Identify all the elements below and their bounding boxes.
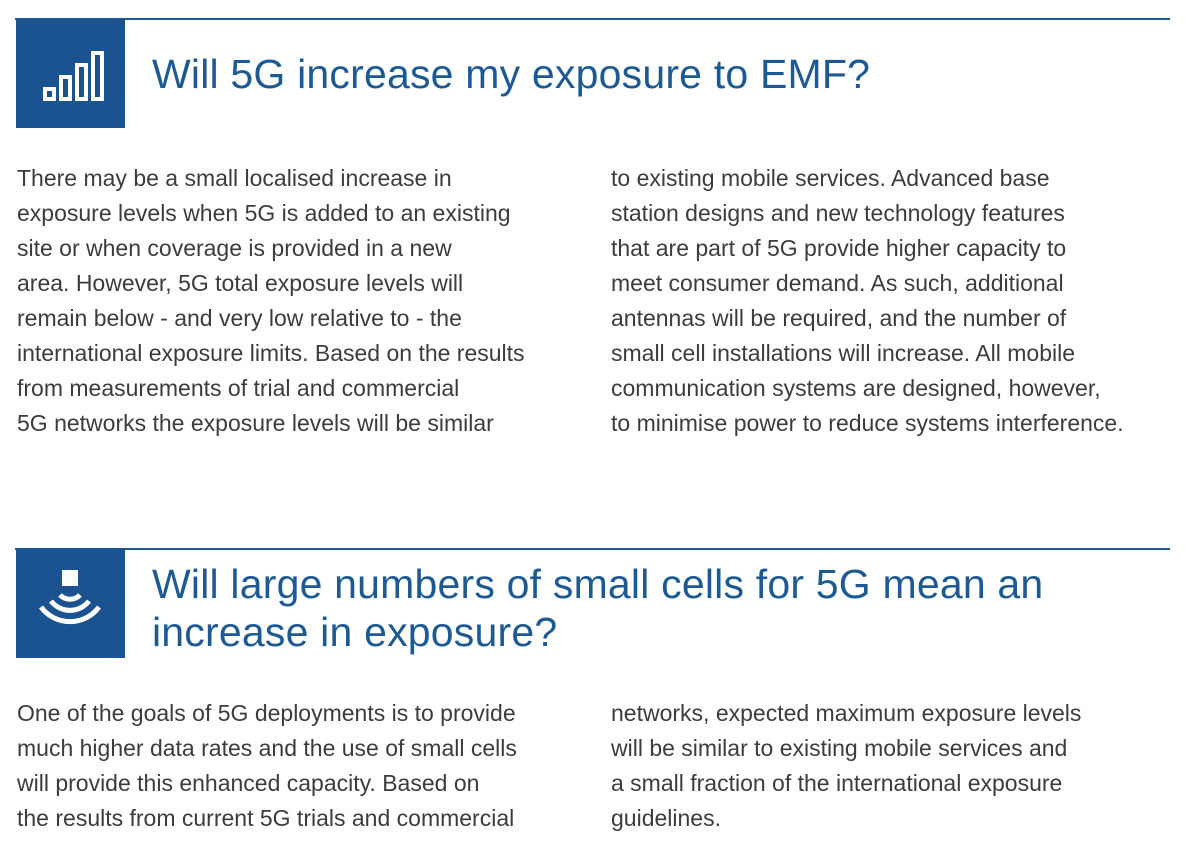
text-line: that are part of 5G provide higher capac… (611, 235, 1067, 261)
body-column-left: There may be a small localised increase … (17, 161, 525, 441)
small-cell-broadcast-icon (38, 570, 102, 625)
text-line: antennas will be required, and the numbe… (611, 305, 1067, 331)
text-line: One of the goals of 5G deployments is to… (17, 700, 516, 726)
text-line: There may be a small localised increase … (17, 165, 452, 191)
text-line: international exposure limits. Based on … (17, 340, 525, 366)
heading-line: Will large numbers of small cells for 5G… (152, 561, 1044, 607)
text-line: will provide this enhanced capacity. Bas… (17, 770, 480, 796)
text-line: station designs and new technology featu… (611, 200, 1065, 226)
text-line: the results from current 5G trials and c… (17, 805, 515, 831)
text-line: to minimise power to reduce systems inte… (611, 410, 1124, 436)
signal-bars-icon (43, 51, 104, 101)
section-divider (15, 18, 1170, 20)
heading-line: increase in exposure? (152, 609, 558, 655)
icon-tile (16, 19, 125, 128)
text-line: to existing mobile services. Advanced ba… (611, 165, 1050, 191)
text-line: exposure levels when 5G is added to an e… (17, 200, 511, 226)
text-line: guidelines. (611, 805, 721, 831)
section-heading: Will large numbers of small cells for 5G… (152, 560, 1043, 656)
text-line: meet consumer demand. As such, additiona… (611, 270, 1064, 296)
section-heading: Will 5G increase my exposure to EMF? (152, 50, 870, 98)
text-line: site or when coverage is provided in a n… (17, 235, 452, 261)
heading-line: Will 5G increase my exposure to EMF? (152, 51, 871, 97)
body-column-right: to existing mobile services. Advanced ba… (611, 161, 1124, 441)
text-line: small cell installations will increase. … (611, 340, 1076, 366)
text-line: area. However, 5G total exposure levels … (17, 270, 464, 296)
text-line: a small fraction of the international ex… (611, 770, 1063, 796)
body-column-left: One of the goals of 5G deployments is to… (17, 696, 517, 836)
text-line: communication systems are designed, howe… (611, 375, 1101, 401)
body-column-right: networks, expected maximum exposure leve… (611, 696, 1081, 836)
text-line: remain below - and very low relative to … (17, 305, 462, 331)
text-line: 5G networks the exposure levels will be … (17, 410, 494, 436)
text-line: much higher data rates and the use of sm… (17, 735, 517, 761)
text-line: networks, expected maximum exposure leve… (611, 700, 1082, 726)
text-line: will be similar to existing mobile servi… (611, 735, 1068, 761)
text-line: from measurements of trial and commercia… (17, 375, 460, 401)
section-divider (15, 548, 1170, 550)
icon-tile (16, 549, 125, 658)
